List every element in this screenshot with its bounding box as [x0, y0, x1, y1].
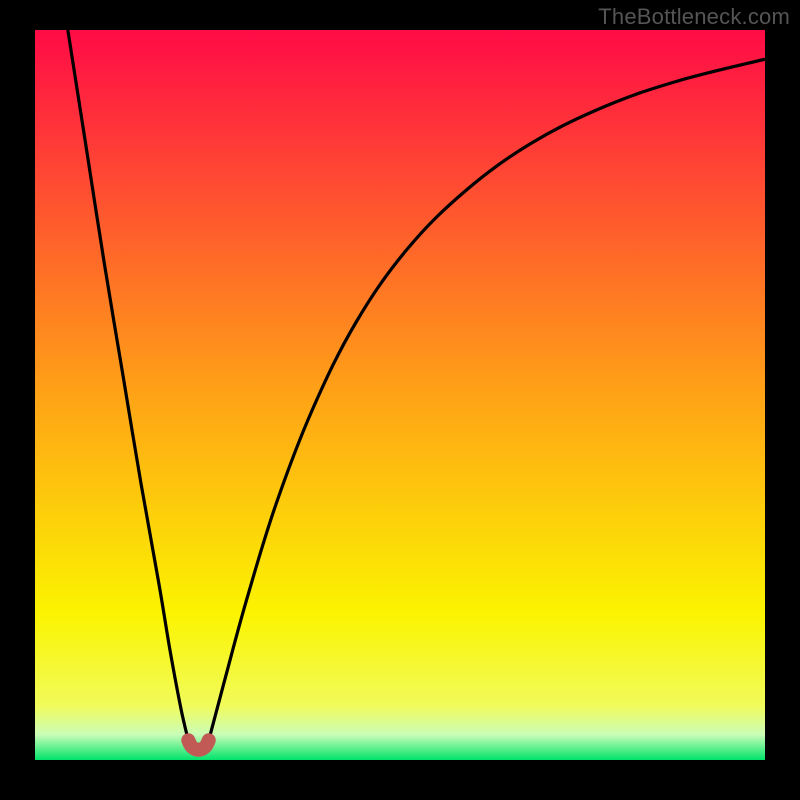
curve-valley-marker [188, 740, 208, 749]
watermark-text: TheBottleneck.com [598, 4, 790, 30]
bottleneck-curve [35, 30, 765, 760]
curve-left-branch [68, 30, 188, 740]
chart-container: { "watermark": { "text": "TheBottleneck.… [0, 0, 800, 800]
curve-right-branch [209, 59, 765, 740]
plot-area [35, 30, 765, 760]
